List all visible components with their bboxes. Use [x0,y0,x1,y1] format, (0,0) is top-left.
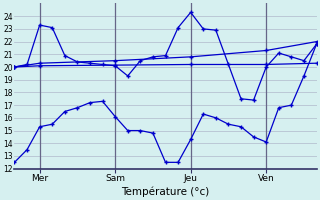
X-axis label: Température (°c): Température (°c) [121,186,210,197]
